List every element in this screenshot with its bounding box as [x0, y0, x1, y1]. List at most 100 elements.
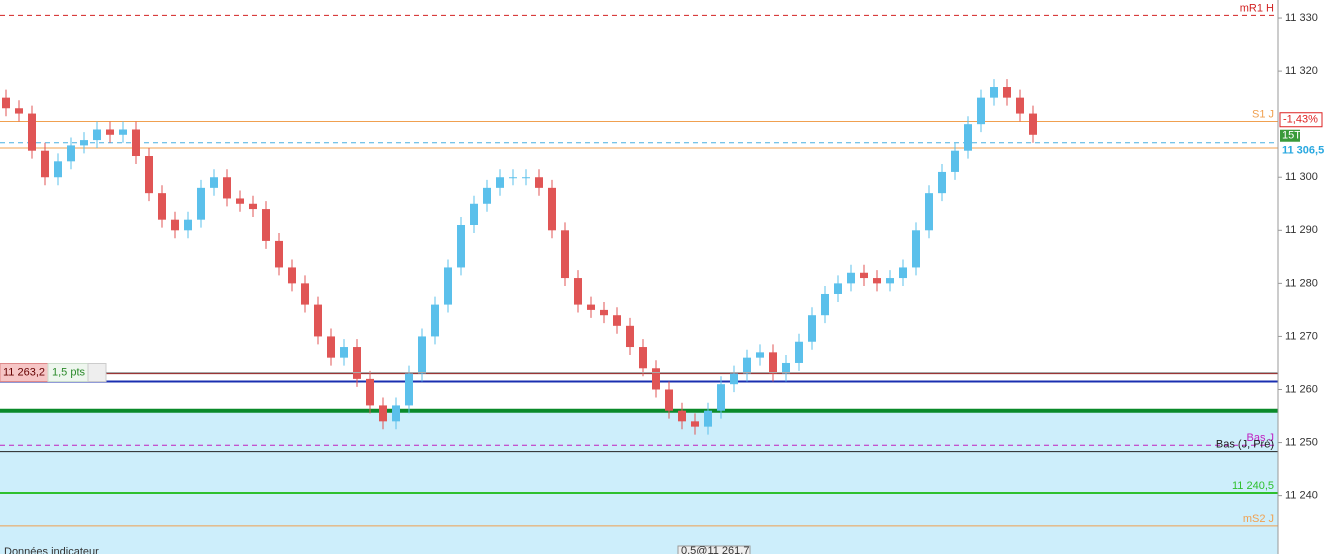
candle-body	[730, 373, 738, 385]
candle-body	[548, 187, 556, 231]
candle-body	[119, 129, 127, 135]
candle-body	[171, 219, 179, 231]
y-tick-label: 11 330	[1285, 12, 1318, 24]
candle-body	[652, 368, 660, 390]
y-tick-label: 11 320	[1285, 65, 1318, 77]
price-axis	[1278, 0, 1337, 554]
timeframe-tag	[1280, 129, 1300, 142]
y-tick-label: 11 250	[1285, 436, 1318, 448]
candle-body	[431, 304, 439, 337]
y-tick-label: 11 240	[1285, 490, 1318, 502]
level-label: mS2 J	[1243, 513, 1274, 525]
level-label: mR1 H	[1240, 2, 1274, 14]
candle-body	[405, 373, 413, 406]
candle-body	[626, 325, 634, 348]
candle-body	[483, 187, 491, 204]
footer-tag	[677, 545, 751, 554]
footer-note: Données indicateur	[4, 546, 99, 554]
candle-body	[587, 304, 595, 310]
candle-body	[106, 129, 114, 135]
candle-body	[392, 405, 400, 422]
candle-body	[886, 278, 894, 284]
candle-body	[535, 177, 543, 188]
candle-body	[418, 336, 426, 374]
level-label: 11 240,5	[1232, 480, 1274, 492]
candle-body	[236, 198, 244, 204]
footer-order: 0,5@11 261,7	[681, 545, 749, 554]
order-price: 11 263,2	[3, 366, 45, 378]
candle-body	[821, 293, 829, 316]
close-button[interactable]	[87, 363, 107, 383]
candle-body	[184, 219, 192, 231]
candle-body	[743, 357, 751, 374]
candle-body	[249, 203, 257, 210]
candle-body	[444, 267, 452, 305]
candle-body	[704, 410, 712, 427]
candle-body	[509, 177, 517, 179]
candle-body	[197, 187, 205, 220]
y-tick-label: 11 300	[1285, 171, 1318, 183]
candle-body	[496, 177, 504, 188]
candle-body	[1016, 97, 1024, 114]
candle-body	[327, 336, 335, 358]
y-tick-label: 11 260	[1285, 383, 1318, 395]
candle-body	[912, 230, 920, 268]
candle-body	[210, 177, 218, 188]
candle-body	[964, 124, 972, 151]
candle-body	[93, 129, 101, 141]
candle-body	[678, 410, 686, 422]
change-text: -1,43%	[1283, 114, 1318, 126]
candle-body	[457, 224, 465, 268]
candle-body	[613, 315, 621, 326]
candle-body	[223, 177, 231, 199]
candle-body	[314, 304, 322, 337]
candle-body	[41, 150, 49, 178]
candle-body	[28, 113, 36, 151]
candle-body	[366, 378, 374, 406]
candle-body	[938, 171, 946, 194]
candle-body	[54, 161, 62, 178]
candle-body	[15, 108, 23, 114]
candle-body	[990, 87, 998, 98]
candle-body	[340, 347, 348, 358]
candle-body	[782, 362, 790, 374]
candle-body	[1003, 87, 1011, 98]
timeframe-text: 15T	[1282, 130, 1301, 142]
candle-body	[67, 145, 75, 162]
candle-body	[574, 278, 582, 305]
candle-body	[756, 352, 764, 358]
candle-body	[301, 283, 309, 305]
candle-body	[158, 193, 166, 220]
candle-body	[873, 278, 881, 284]
current-price: 11 306,5	[1282, 145, 1324, 157]
candle-body	[665, 389, 673, 411]
candle-body	[353, 347, 361, 379]
candle-body	[925, 193, 933, 231]
candle-body	[132, 129, 140, 157]
candle-body	[561, 230, 569, 279]
candle-body	[899, 267, 907, 279]
candle-body	[639, 347, 647, 369]
candle-body	[795, 341, 803, 363]
zone	[0, 410, 1278, 554]
candle-body	[2, 97, 10, 109]
candle-body	[80, 140, 88, 146]
candle-body	[717, 384, 725, 411]
candle-body	[769, 352, 777, 374]
change-tag	[1279, 112, 1323, 128]
candle-body	[977, 97, 985, 125]
level-label: Bas J	[1246, 432, 1274, 444]
candle-body	[860, 272, 868, 279]
candle-body	[379, 405, 387, 422]
candle-body	[1029, 113, 1037, 135]
y-tick-label: 11 270	[1285, 330, 1318, 342]
candle-body	[691, 421, 699, 427]
level-label: Bas (J, Pré)	[1216, 438, 1274, 450]
candle-body	[522, 177, 530, 179]
order-offset: 1,5 pts	[52, 366, 86, 378]
candle-body	[600, 309, 608, 316]
level-label: S1 J	[1252, 108, 1274, 120]
candle-body	[847, 272, 855, 284]
candle-body	[145, 156, 153, 194]
